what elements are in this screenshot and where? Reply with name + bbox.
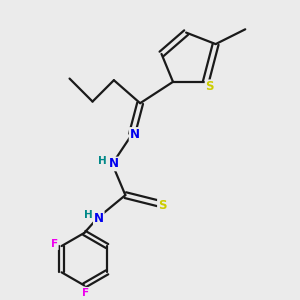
- Text: F: F: [51, 239, 58, 249]
- Text: H: H: [84, 210, 93, 220]
- Text: N: N: [109, 158, 119, 170]
- Text: S: S: [158, 200, 167, 212]
- Text: F: F: [82, 288, 89, 298]
- Text: N: N: [130, 128, 140, 141]
- Text: S: S: [206, 80, 214, 93]
- Text: H: H: [98, 156, 107, 166]
- Text: N: N: [94, 212, 104, 225]
